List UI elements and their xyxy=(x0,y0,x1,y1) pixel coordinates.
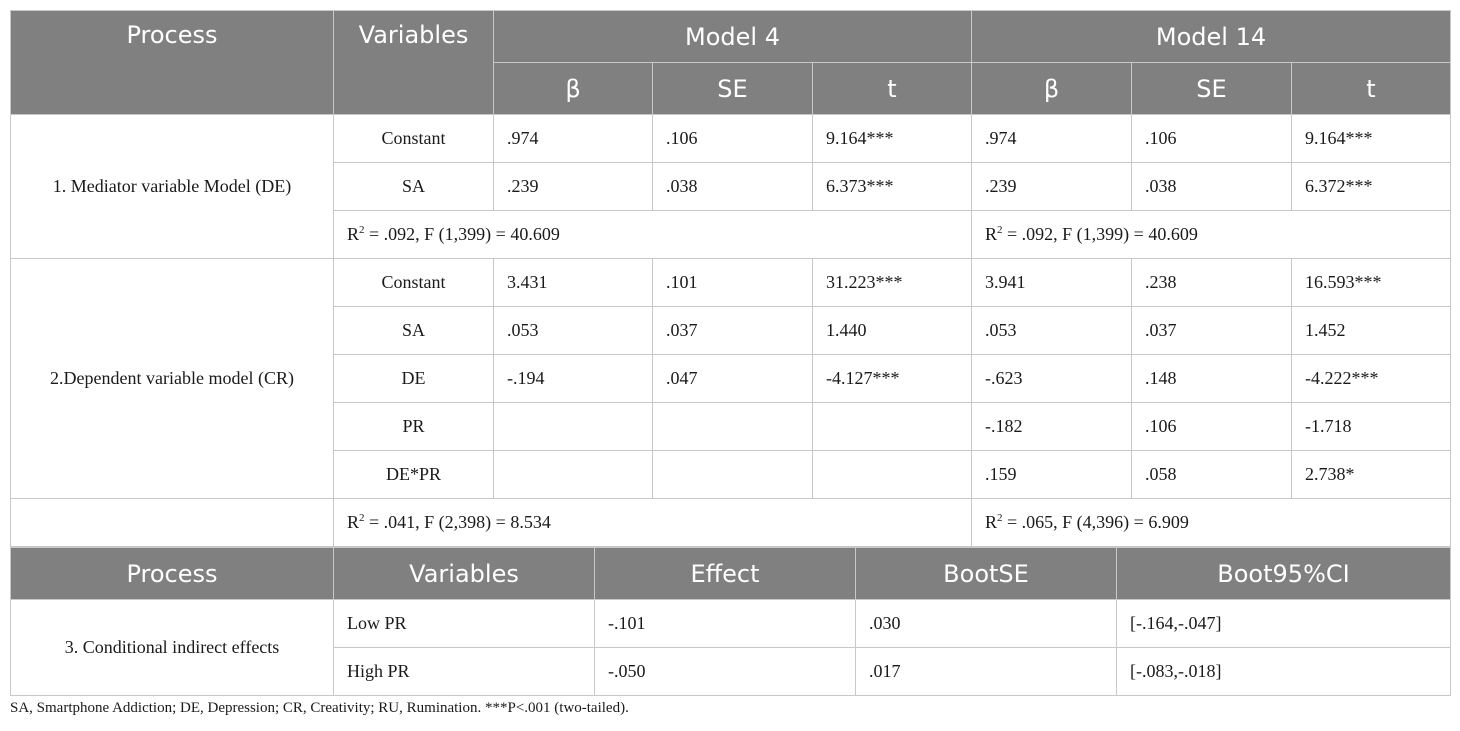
value-cell xyxy=(812,450,972,499)
value-cell: -4.222*** xyxy=(1290,354,1452,403)
header-t: t xyxy=(1290,62,1452,115)
header-beta: β xyxy=(971,62,1132,115)
value-cell: -.194 xyxy=(493,354,653,403)
value-cell: 3.431 xyxy=(493,258,653,307)
value-cell: .974 xyxy=(971,114,1132,163)
value-cell: .017 xyxy=(855,647,1117,696)
value-cell: .053 xyxy=(493,306,653,355)
table-row: 2.Dependent variable model (CR) Constant… xyxy=(10,258,1452,499)
table-row: High PR -.050 .017 [-.083,-.018] xyxy=(11,647,1451,696)
value-cell xyxy=(652,402,813,451)
value-cell: 9.164*** xyxy=(1290,114,1452,163)
table-row: 1. Mediator variable Model (DE) Constant… xyxy=(10,114,1452,259)
value-cell: .038 xyxy=(652,162,813,211)
header-t: t xyxy=(812,62,972,115)
value-cell: 1.440 xyxy=(812,306,972,355)
value-cell: .058 xyxy=(1131,450,1292,499)
r2-model4: R2 = .092, F (1,399) = 40.609 xyxy=(333,210,972,259)
header-se: SE xyxy=(652,62,813,115)
value-cell: .106 xyxy=(652,114,813,163)
header-process: Process xyxy=(10,547,334,600)
value-cell: 31.223*** xyxy=(812,258,972,307)
value-cell: 16.593*** xyxy=(1290,258,1452,307)
indirect-effects-table: Process Variables Effect BootSE Boot95%C… xyxy=(10,547,1451,696)
header-boot95ci: Boot95%CI xyxy=(1116,547,1451,600)
table-row: DE*PR .159 .058 2.738* xyxy=(11,450,1452,499)
r2-row: R2 = .041, F (2,398) = 8.534 R2 = .065, … xyxy=(10,498,1452,547)
value-cell: .037 xyxy=(1131,306,1292,355)
value-cell: .106 xyxy=(1131,114,1292,163)
variable-cell: Constant xyxy=(333,258,494,307)
value-cell: .038 xyxy=(1131,162,1292,211)
header-model14: Model 14 xyxy=(970,10,1452,63)
table-footnote: SA, Smartphone Addiction; DE, Depression… xyxy=(10,700,629,716)
variable-cell: High PR xyxy=(333,647,595,696)
value-cell: .238 xyxy=(1131,258,1292,307)
header-beta: β xyxy=(493,62,653,115)
value-cell: 6.373*** xyxy=(812,162,972,211)
value-cell: .239 xyxy=(493,162,653,211)
value-cell: -.623 xyxy=(971,354,1132,403)
value-cell: [-.083,-.018] xyxy=(1116,647,1451,696)
value-cell: 2.738* xyxy=(1290,450,1452,499)
header-se: SE xyxy=(1131,62,1292,115)
empty-cell xyxy=(10,498,334,547)
variable-cell: DE xyxy=(333,354,494,403)
header-bootse: BootSE xyxy=(855,547,1117,600)
value-cell: .030 xyxy=(855,599,1117,648)
results-table-container: Process Variables Model 4 Model 14 β SE … xyxy=(10,10,1452,696)
variable-cell: DE*PR xyxy=(333,450,494,499)
value-cell: -4.127*** xyxy=(812,354,972,403)
value-cell: [-.164,-.047] xyxy=(1116,599,1451,648)
variable-cell: Constant xyxy=(333,114,494,163)
value-cell: 9.164*** xyxy=(812,114,972,163)
value-cell: .106 xyxy=(1131,402,1292,451)
value-cell: .101 xyxy=(652,258,813,307)
value-cell xyxy=(493,450,653,499)
value-cell: -1.718 xyxy=(1290,402,1452,451)
r2-row: R2 = .092, F (1,399) = 40.609 R2 = .092,… xyxy=(11,210,1452,259)
table-row: 3. Conditional indirect effects Low PR -… xyxy=(10,599,1451,696)
value-cell: -.101 xyxy=(594,599,856,648)
table-row: SA .053 .037 1.440 .053 .037 1.452 xyxy=(11,306,1452,355)
table-row: PR -.182 .106 -1.718 xyxy=(11,402,1452,451)
value-cell: .239 xyxy=(971,162,1132,211)
header-row-2: β SE t β SE t xyxy=(11,62,1452,115)
value-cell: 3.941 xyxy=(971,258,1132,307)
process-label: 2.Dependent variable model (CR) xyxy=(10,258,334,499)
value-cell: 6.372*** xyxy=(1290,162,1452,211)
variable-cell: SA xyxy=(333,306,494,355)
value-cell: -.050 xyxy=(594,647,856,696)
header-effect: Effect xyxy=(594,547,856,600)
r2-model14: R2 = .065, F (4,396) = 6.909 xyxy=(970,498,1452,547)
table-row: SA .239 .038 6.373*** .239 .038 6.372*** xyxy=(11,162,1452,211)
header-variables: Variables xyxy=(333,10,494,115)
value-cell: .974 xyxy=(493,114,653,163)
header-row-1: Process Variables Model 4 Model 14 xyxy=(10,10,1452,115)
value-cell: 1.452 xyxy=(1290,306,1452,355)
process-label: 1. Mediator variable Model (DE) xyxy=(10,114,334,259)
value-cell: -.182 xyxy=(971,402,1132,451)
header-variables: Variables xyxy=(333,547,595,600)
table-row: DE -.194 .047 -4.127*** -.623 .148 -4.22… xyxy=(11,354,1452,403)
value-cell xyxy=(493,402,653,451)
value-cell: .053 xyxy=(971,306,1132,355)
value-cell: .148 xyxy=(1131,354,1292,403)
process-label: 3. Conditional indirect effects xyxy=(10,599,334,696)
header-process: Process xyxy=(10,10,334,115)
value-cell: .159 xyxy=(971,450,1132,499)
value-cell: .047 xyxy=(652,354,813,403)
variable-cell: SA xyxy=(333,162,494,211)
r2-model14: R2 = .092, F (1,399) = 40.609 xyxy=(970,210,1452,259)
header-row-3: Process Variables Effect BootSE Boot95%C… xyxy=(10,547,1451,600)
value-cell xyxy=(812,402,972,451)
value-cell: .037 xyxy=(652,306,813,355)
r2-model4: R2 = .041, F (2,398) = 8.534 xyxy=(333,498,972,547)
variable-cell: PR xyxy=(333,402,494,451)
value-cell xyxy=(652,450,813,499)
header-model4: Model 4 xyxy=(493,10,972,63)
variable-cell: Low PR xyxy=(333,599,595,648)
regression-table: Process Variables Model 4 Model 14 β SE … xyxy=(10,10,1452,547)
